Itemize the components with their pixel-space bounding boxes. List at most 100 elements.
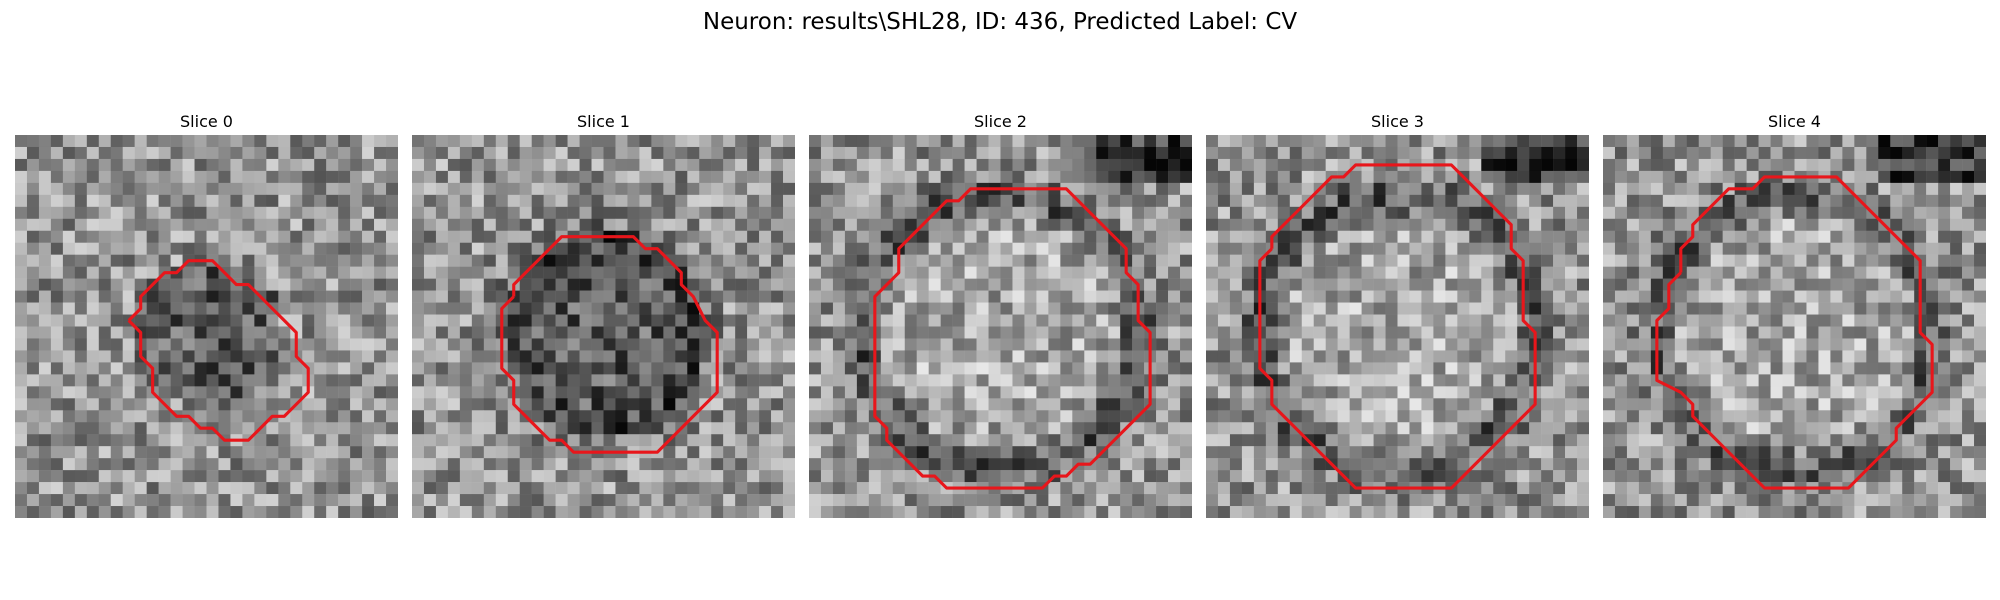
pixel bbox=[98, 302, 111, 315]
pixel bbox=[1541, 242, 1554, 255]
pixel bbox=[1674, 398, 1688, 411]
pixel bbox=[362, 398, 375, 411]
pixel bbox=[278, 374, 291, 387]
pixel bbox=[290, 230, 303, 243]
pixel bbox=[122, 434, 135, 447]
pixel bbox=[62, 446, 76, 459]
pixel bbox=[1866, 302, 1879, 315]
pixel bbox=[362, 302, 375, 315]
pixel bbox=[639, 206, 652, 220]
pixel bbox=[471, 506, 485, 518]
pixel bbox=[278, 422, 291, 435]
pixel bbox=[1505, 386, 1518, 399]
pixel bbox=[1072, 410, 1085, 423]
pixel bbox=[687, 386, 700, 399]
pixel bbox=[820, 218, 834, 231]
pixel bbox=[723, 422, 736, 435]
pixel bbox=[1854, 302, 1867, 315]
pixel bbox=[1229, 458, 1243, 471]
pixel bbox=[1168, 326, 1181, 339]
pixel bbox=[362, 254, 375, 267]
pixel bbox=[1866, 266, 1879, 279]
pixel bbox=[218, 482, 231, 495]
pixel bbox=[735, 314, 748, 327]
pixel bbox=[314, 506, 327, 518]
pixel bbox=[146, 135, 159, 148]
pixel bbox=[1120, 350, 1133, 363]
pixel bbox=[1325, 158, 1338, 172]
pixel bbox=[928, 362, 941, 375]
pixel bbox=[928, 374, 941, 387]
pixel bbox=[471, 350, 485, 363]
pixel bbox=[1746, 374, 1759, 387]
pixel bbox=[1974, 146, 1986, 160]
pixel bbox=[783, 158, 795, 172]
pixel bbox=[1000, 422, 1013, 435]
pixel bbox=[651, 146, 664, 160]
pixel bbox=[976, 278, 989, 291]
pixel bbox=[519, 422, 532, 435]
pixel bbox=[1120, 194, 1133, 208]
pixel bbox=[1325, 374, 1338, 387]
pixel bbox=[1385, 362, 1398, 375]
pixel bbox=[1794, 362, 1807, 375]
pixel bbox=[531, 326, 544, 339]
pixel bbox=[1577, 254, 1589, 267]
pixel bbox=[723, 254, 736, 267]
pixel bbox=[1650, 254, 1664, 267]
pixel bbox=[386, 350, 398, 363]
pixel bbox=[1782, 302, 1795, 315]
pixel bbox=[1577, 470, 1589, 483]
pixel bbox=[735, 266, 748, 279]
pixel bbox=[1385, 206, 1398, 220]
pixel bbox=[1096, 494, 1109, 507]
pixel bbox=[1662, 230, 1676, 243]
pixel bbox=[591, 422, 604, 435]
pixel bbox=[1325, 182, 1338, 196]
pixel bbox=[194, 434, 207, 447]
pixel bbox=[1277, 434, 1291, 447]
pixel bbox=[1782, 374, 1795, 387]
pixel bbox=[1132, 230, 1145, 243]
pixel bbox=[1000, 302, 1013, 315]
pixel bbox=[254, 254, 267, 267]
pixel bbox=[74, 170, 88, 184]
pixel bbox=[916, 254, 929, 267]
pixel bbox=[856, 470, 870, 483]
pixel bbox=[483, 146, 497, 160]
pixel bbox=[1132, 135, 1145, 148]
pixel bbox=[1565, 398, 1578, 411]
pixel bbox=[15, 338, 28, 351]
pixel bbox=[1024, 434, 1037, 447]
pixel bbox=[1385, 470, 1398, 483]
pixel bbox=[1902, 182, 1915, 196]
pixel bbox=[1974, 194, 1986, 208]
pixel bbox=[1758, 458, 1771, 471]
pixel bbox=[1950, 362, 1963, 375]
pixel bbox=[471, 290, 485, 303]
pixel bbox=[1253, 218, 1267, 231]
pixel bbox=[1036, 135, 1049, 148]
pixel bbox=[809, 314, 822, 327]
pixel bbox=[1457, 338, 1470, 351]
pixel bbox=[412, 146, 425, 160]
pixel bbox=[1842, 266, 1855, 279]
pixel bbox=[1036, 410, 1049, 423]
pixel bbox=[134, 242, 147, 255]
pixel bbox=[892, 158, 905, 172]
pixel bbox=[1144, 254, 1157, 267]
pixel bbox=[1289, 362, 1302, 375]
pixel bbox=[50, 218, 64, 231]
pixel bbox=[134, 494, 147, 507]
pixel bbox=[699, 158, 712, 172]
pixel bbox=[1541, 374, 1554, 387]
pixel bbox=[74, 386, 88, 399]
pixel bbox=[1108, 182, 1121, 196]
pixel bbox=[1108, 314, 1121, 327]
pixel bbox=[809, 278, 822, 291]
pixel bbox=[1481, 290, 1494, 303]
pixel bbox=[1926, 146, 1939, 160]
pixel bbox=[1337, 398, 1350, 411]
pixel bbox=[567, 158, 580, 172]
pixel bbox=[1553, 482, 1566, 495]
